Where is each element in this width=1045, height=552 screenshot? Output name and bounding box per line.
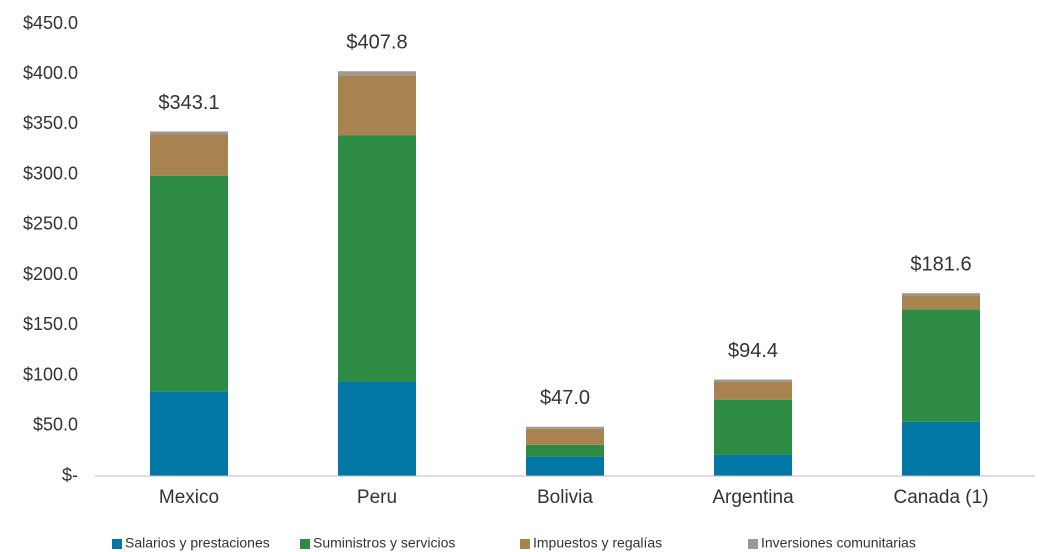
legend-label: Impuestos y regalías: [533, 535, 662, 551]
x-tick-label: Canada (1): [893, 487, 988, 508]
bar-segment: [526, 428, 604, 445]
y-tick-label: $-: [62, 465, 78, 485]
legend-swatch: [520, 539, 530, 549]
bar-segment: [526, 444, 604, 457]
y-tick-label: $100.0: [23, 364, 78, 384]
total-label: $47.0: [540, 387, 590, 409]
bar-segment: [714, 379, 792, 382]
total-label: $343.1: [158, 92, 219, 114]
bar-segment: [150, 391, 228, 476]
total-label: $94.4: [728, 340, 778, 362]
legend-swatch: [748, 539, 758, 549]
bar-segment: [714, 381, 792, 400]
y-tick-label: $50.0: [33, 415, 78, 435]
bar-segment: [150, 134, 228, 176]
x-tick-label: Mexico: [159, 487, 219, 508]
legend-swatch: [112, 539, 122, 549]
bar-segment: [714, 454, 792, 476]
bar-segment: [902, 295, 980, 310]
bar-segment: [526, 456, 604, 476]
bar-segment: [338, 381, 416, 476]
bar-segment: [338, 71, 416, 76]
y-tick-label: $250.0: [23, 214, 78, 234]
y-tick-label: $350.0: [23, 113, 78, 133]
x-tick-label: Argentina: [712, 487, 794, 508]
legend-swatch: [300, 539, 310, 549]
legend-label: Suministros y servicios: [313, 535, 455, 551]
y-tick-label: $300.0: [23, 163, 78, 183]
bar-segment: [150, 175, 228, 392]
bar-segment: [902, 421, 980, 476]
bar-segment: [338, 75, 416, 136]
y-tick-label: $400.0: [23, 63, 78, 83]
bar-segment: [714, 399, 792, 455]
bar-segment: [150, 131, 228, 135]
x-tick-label: Bolivia: [537, 487, 593, 508]
x-tick-label: Peru: [357, 487, 397, 508]
legend-label: Salarios y prestaciones: [125, 535, 270, 551]
bar-segment: [902, 293, 980, 296]
y-tick-label: $200.0: [23, 264, 78, 284]
y-tick-label: $450.0: [23, 13, 78, 33]
bar-segment: [338, 135, 416, 382]
y-tick-label: $150.0: [23, 314, 78, 334]
bar-segment: [526, 426, 604, 429]
bar-segment: [902, 309, 980, 422]
legend-label: Inversiones comunitarias: [761, 535, 916, 551]
total-label: $407.8: [346, 31, 407, 53]
total-label: $181.6: [910, 253, 971, 275]
